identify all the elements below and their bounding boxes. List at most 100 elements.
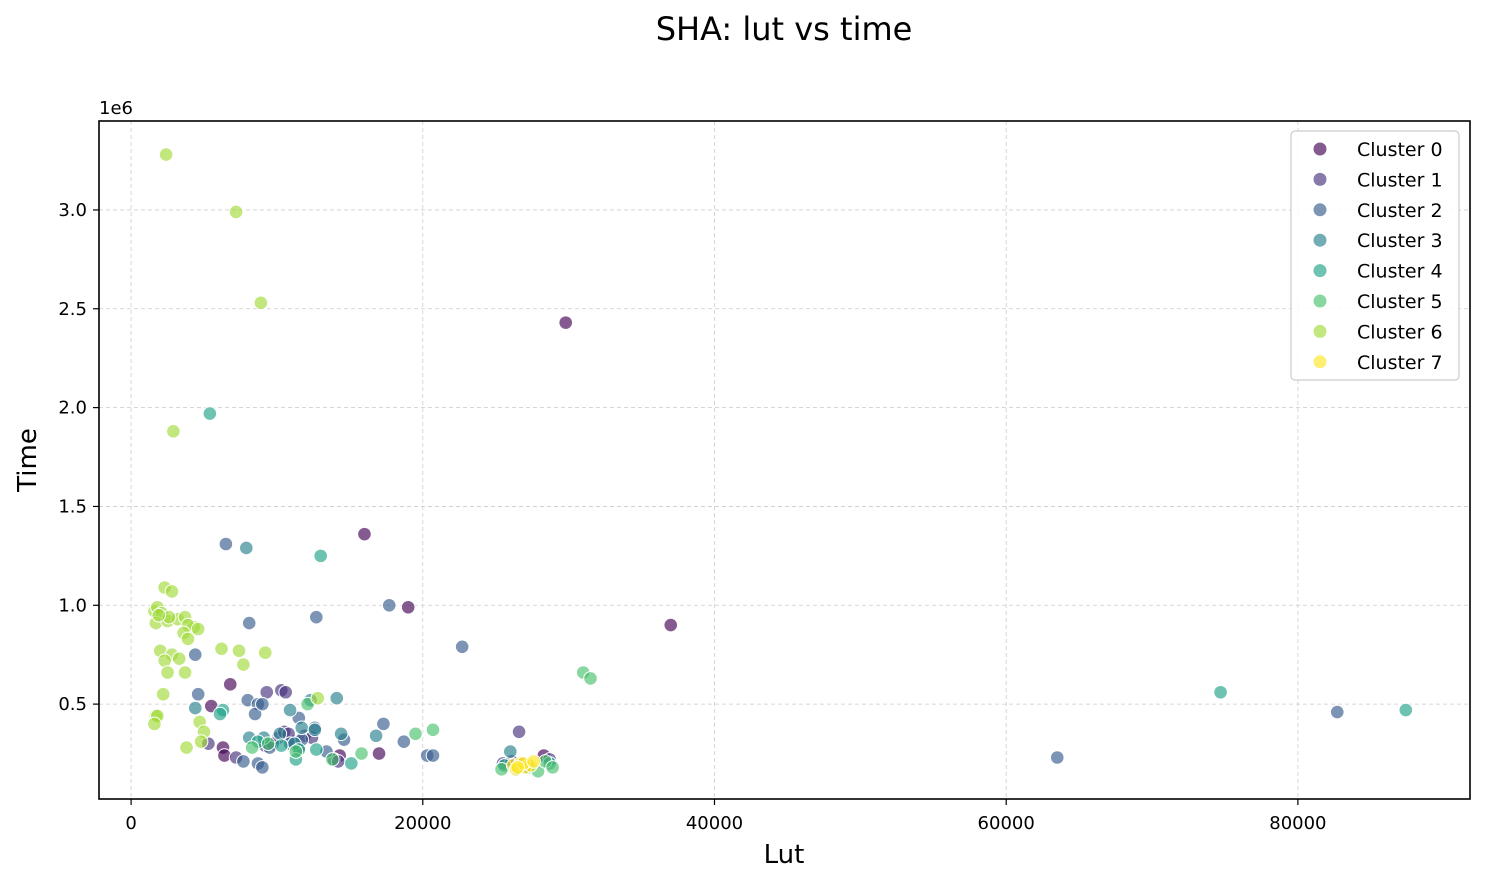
x-tick-label: 0 bbox=[125, 813, 136, 834]
data-point bbox=[260, 736, 276, 751]
y-tick-label: 3.0 bbox=[58, 200, 87, 221]
y-axis-title: Time bbox=[13, 428, 43, 493]
data-point bbox=[454, 639, 470, 655]
data-point bbox=[274, 738, 289, 753]
data-point bbox=[218, 536, 234, 552]
data-point bbox=[222, 677, 238, 692]
data-point bbox=[255, 696, 270, 712]
data-point bbox=[228, 204, 244, 220]
data-point bbox=[147, 716, 162, 732]
data-point bbox=[160, 665, 175, 680]
data-point bbox=[190, 621, 206, 637]
data-point bbox=[236, 657, 251, 672]
data-point bbox=[558, 315, 574, 330]
data-point bbox=[151, 607, 167, 623]
y-axis-offset-label: 1e6 bbox=[99, 98, 133, 119]
y-axis: 0.5 1.0 1.5 2.0 2.5 3.0 bbox=[58, 200, 99, 715]
data-point bbox=[357, 526, 372, 542]
data-point bbox=[510, 760, 525, 775]
data-point bbox=[368, 728, 384, 744]
legend-box bbox=[1290, 130, 1460, 381]
data-point bbox=[309, 742, 324, 757]
legend-label: Cluster 2 bbox=[1357, 200, 1443, 222]
data-point bbox=[333, 726, 349, 742]
data-point bbox=[400, 599, 416, 615]
data-point bbox=[376, 716, 391, 732]
data-point bbox=[179, 740, 194, 755]
y-tick-label: 1.5 bbox=[58, 496, 87, 517]
legend-label: Cluster 4 bbox=[1357, 261, 1443, 283]
data-point bbox=[187, 647, 203, 663]
data-point bbox=[231, 643, 247, 659]
data-point bbox=[307, 722, 323, 738]
legend-label: Cluster 5 bbox=[1357, 291, 1443, 313]
legend: Cluster 0 Cluster 1 Cluster 2 Cluster 3 Clus… bbox=[1290, 130, 1460, 381]
data-point bbox=[344, 756, 359, 771]
data-point bbox=[313, 548, 328, 564]
y-tick-label: 2.5 bbox=[58, 299, 87, 320]
points-layer bbox=[147, 147, 1414, 779]
series-cluster-0 bbox=[204, 315, 679, 771]
data-point bbox=[166, 424, 181, 439]
data-point bbox=[371, 746, 387, 761]
data-point bbox=[663, 617, 679, 633]
data-point bbox=[425, 722, 441, 738]
data-point bbox=[329, 690, 345, 706]
legend-label: Cluster 7 bbox=[1357, 352, 1443, 374]
legend-marker bbox=[1312, 171, 1328, 187]
y-tick-label: 0.5 bbox=[58, 694, 87, 715]
data-point bbox=[282, 702, 298, 718]
data-point bbox=[354, 746, 369, 761]
data-point bbox=[241, 615, 257, 631]
legend-label: Cluster 6 bbox=[1357, 321, 1443, 343]
data-point bbox=[310, 690, 326, 706]
legend-marker bbox=[1312, 263, 1328, 279]
data-point bbox=[288, 744, 304, 759]
data-point bbox=[255, 760, 270, 775]
data-point bbox=[193, 734, 209, 749]
data-point bbox=[155, 686, 171, 702]
data-point bbox=[1398, 702, 1414, 718]
data-point bbox=[396, 734, 412, 749]
data-point bbox=[177, 665, 193, 680]
legend-label: Cluster 0 bbox=[1357, 139, 1443, 161]
data-point bbox=[212, 706, 228, 722]
data-point bbox=[278, 684, 293, 700]
legend-marker bbox=[1312, 354, 1328, 370]
y-tick-label: 2.0 bbox=[58, 398, 87, 419]
series-cluster-7 bbox=[505, 754, 541, 777]
x-tick-label: 60000 bbox=[978, 813, 1035, 834]
data-point bbox=[214, 641, 229, 657]
series-cluster-3 bbox=[187, 540, 518, 759]
x-tick-label: 20000 bbox=[394, 813, 451, 834]
data-point bbox=[309, 609, 324, 625]
legend-marker bbox=[1312, 323, 1328, 339]
series-cluster-6 bbox=[147, 147, 326, 755]
data-point bbox=[202, 406, 218, 421]
data-point bbox=[180, 631, 196, 647]
data-point bbox=[244, 740, 260, 755]
data-point bbox=[1049, 750, 1065, 765]
data-point bbox=[511, 724, 527, 740]
data-point bbox=[247, 706, 263, 722]
x-axis-title: Lut bbox=[764, 840, 805, 870]
data-point bbox=[236, 754, 251, 769]
data-point bbox=[164, 584, 180, 599]
x-tick-label: 80000 bbox=[1269, 813, 1326, 834]
grid-layer bbox=[99, 121, 1470, 799]
data-point bbox=[325, 752, 340, 767]
series-cluster-2 bbox=[187, 536, 1345, 775]
legend-marker bbox=[1312, 141, 1328, 157]
y-tick-label: 1.0 bbox=[58, 595, 87, 616]
data-point bbox=[1213, 684, 1228, 700]
data-point bbox=[257, 645, 273, 661]
data-point bbox=[408, 726, 423, 742]
legend-marker bbox=[1312, 232, 1328, 248]
data-point bbox=[1329, 704, 1345, 720]
data-point bbox=[526, 754, 541, 769]
data-point bbox=[583, 671, 598, 686]
data-point bbox=[190, 686, 206, 702]
chart-title: SHA: lut vs time bbox=[656, 10, 913, 48]
